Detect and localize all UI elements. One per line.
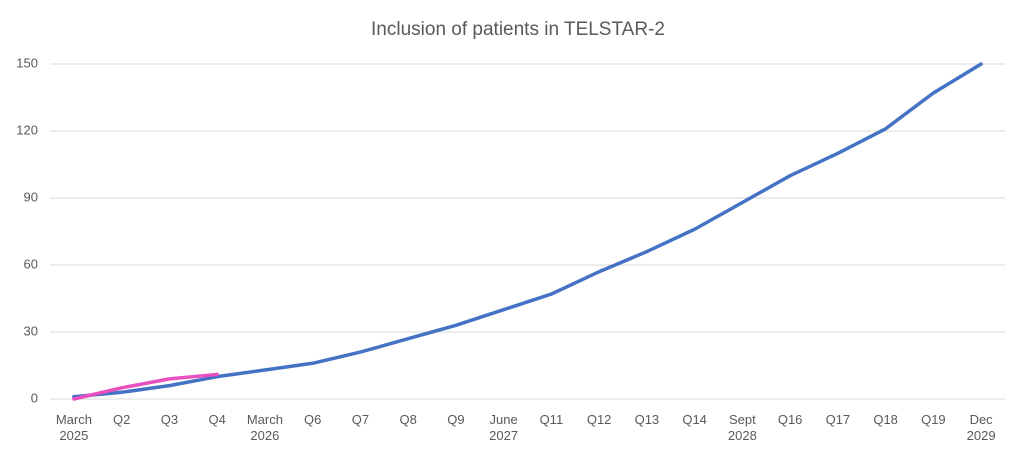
y-tick-label: 90 [24,189,38,204]
y-tick-label: 120 [16,122,38,137]
y-tick-label: 30 [24,323,38,338]
x-tick-label: Q11 [539,412,564,427]
y-tick-label: 0 [31,390,38,405]
x-tick-label: Q18 [873,412,898,427]
x-tick-label: Q4 [208,412,226,427]
x-tick-label: June 2027 [489,412,519,443]
x-tick-label: Q19 [921,412,946,427]
x-tick-label: Q7 [351,412,370,427]
x-tick-label: Q6 [303,412,322,427]
y-tick-label: 150 [16,55,38,70]
x-tick-label: Sept 2028 [727,412,757,443]
x-tick-label: Q12 [586,412,612,427]
x-tick-label: Q17 [825,412,851,427]
x-tick-label: Q16 [777,412,803,427]
x-tick-label: Q3 [160,412,179,427]
series-line [72,372,219,401]
x-tick-label: Q9 [447,412,465,427]
x-tick-label: Q13 [634,412,660,427]
x-tick-label: March 2026 [246,412,283,443]
x-tick-label: Q2 [112,412,131,427]
x-tick-label: Q14 [682,412,707,427]
x-tick-label: Dec 2029 [966,412,996,443]
y-tick-label: 60 [24,256,38,271]
x-tick-label: March 2025 [55,412,92,443]
chart-title: Inclusion of patients in TELSTAR-2 [371,19,665,40]
series-line [72,62,983,399]
x-tick-label: Q8 [399,412,417,427]
